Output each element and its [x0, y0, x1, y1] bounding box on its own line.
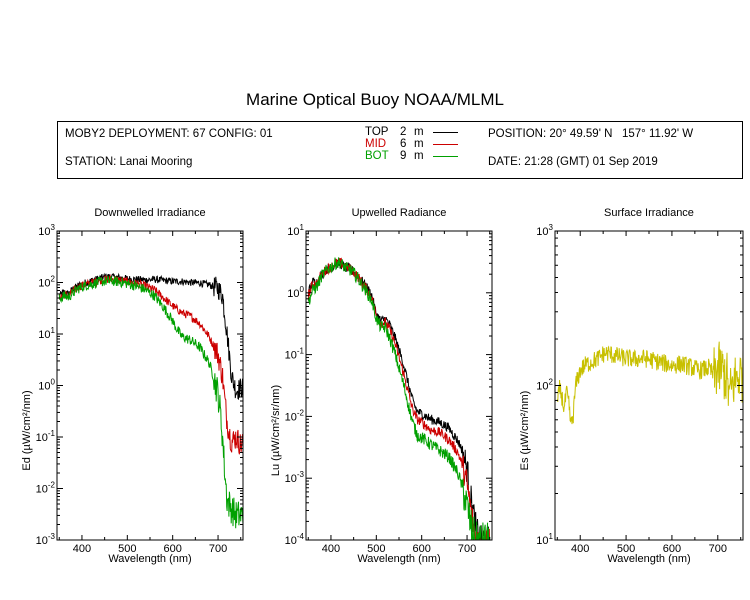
y-tick-label: 101	[287, 223, 304, 238]
y-tick-label: 10-2	[285, 408, 305, 423]
y-tick-label: 10-3	[36, 532, 56, 547]
info-box: MOBY2 DEPLOYMENT: 67 CONFIG: 01 STATION:…	[57, 121, 743, 179]
legend-unit: m	[414, 138, 424, 150]
y-axis-label: Lu (µW/cm²/sr/nm)	[270, 385, 282, 476]
legend-item-mid: MID 6 m	[365, 138, 458, 150]
legend-depth: 6	[400, 138, 407, 150]
station-text: STATION: Lanai Mooring	[65, 156, 193, 168]
y-tick-label: 101	[38, 326, 55, 341]
x-tick-label: 400	[322, 543, 340, 555]
y-axis-label: Es (µW/cm²/nm)	[519, 391, 531, 471]
x-axis-label: Wavelength (nm)	[108, 553, 191, 565]
y-tick-label: 103	[536, 223, 553, 238]
position-text: POSITION: 20° 49.59' N 157° 11.92' W	[488, 128, 694, 140]
x-tick-label: 400	[571, 543, 589, 555]
page-title: Marine Optical Buoy NOAA/MLML	[246, 90, 504, 109]
date-text: DATE: 21:28 (GMT) 01 Sep 2019	[488, 156, 658, 168]
x-tick-label: 500	[617, 543, 635, 555]
y-tick-label: 103	[38, 223, 55, 238]
deployment-text: MOBY2 DEPLOYMENT: 67 CONFIG: 01	[65, 128, 273, 140]
chart-3: Surface Irradiance 400 500 600 700 Wavelength…	[519, 207, 744, 565]
y-tick-label: 10-3	[285, 470, 305, 485]
y-tick-label: 10-2	[36, 481, 56, 496]
legend-label: MID	[365, 138, 387, 150]
legend-unit: m	[414, 150, 424, 162]
series-line-bot	[58, 275, 243, 529]
legend-label: TOP	[365, 126, 389, 138]
x-axis-label: Wavelength (nm)	[607, 553, 690, 565]
x-tick-label: 700	[458, 543, 476, 555]
x-tick-label: 600	[413, 543, 431, 555]
x-tick-label: 500	[367, 543, 385, 555]
y-tick-label: 10-1	[285, 347, 305, 362]
series-line-top	[307, 258, 490, 540]
series-line-mid	[58, 273, 243, 455]
x-axis-label: Wavelength (nm)	[357, 553, 440, 565]
y-tick-label: 102	[38, 275, 55, 290]
y-tick-label: 100	[287, 285, 304, 300]
x-tick-label: 600	[164, 543, 182, 555]
legend-line	[433, 144, 458, 145]
legend-depth: 9	[400, 150, 407, 162]
series-line-mid	[307, 257, 490, 540]
x-tick-label: 600	[663, 543, 681, 555]
legend-item-top: TOP 2 m	[365, 126, 458, 138]
legend-depth: 2	[400, 126, 407, 138]
x-tick-label: 400	[73, 543, 91, 555]
y-tick-label: 10-1	[36, 429, 56, 444]
y-tick-label: 102	[536, 378, 553, 393]
series-line-top	[58, 272, 243, 401]
x-tick-label: 500	[118, 543, 136, 555]
chart-1: Downwelled Irradiance 400 500 600 700 Wavelen…	[21, 207, 244, 565]
legend-item-bot: BOT 9 m	[365, 150, 458, 162]
legend-label: BOT	[365, 150, 389, 162]
chart-title: Downwelled Irradiance	[94, 207, 205, 219]
y-axis-label: Ed (µW/cm²/nm)	[21, 390, 33, 470]
x-tick-label: 700	[709, 543, 727, 555]
series-line-es	[556, 341, 743, 425]
chart-title: Surface Irradiance	[604, 207, 694, 219]
chart-title: Upwelled Radiance	[352, 207, 447, 219]
chart-2: Upwelled Radiance 400 500 600 700 Wavelength …	[270, 207, 493, 565]
x-tick-label: 700	[209, 543, 227, 555]
y-tick-label: 101	[536, 532, 553, 547]
y-tick-label: 100	[38, 378, 55, 393]
legend-line	[433, 132, 458, 133]
legend-unit: m	[414, 126, 424, 138]
legend-line	[433, 156, 458, 157]
y-tick-label: 10-4	[285, 532, 305, 547]
series-line-bot	[307, 257, 491, 540]
plot-frame	[305, 230, 493, 541]
